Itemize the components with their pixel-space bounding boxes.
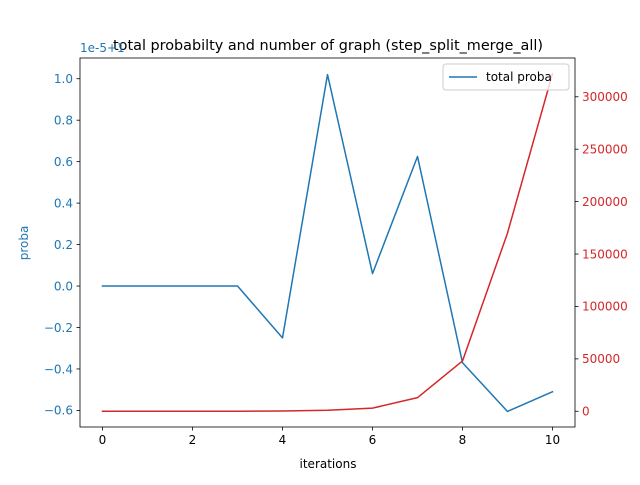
series-line-0: [101, 73, 554, 413]
y-right-tick-label: 250000: [582, 143, 628, 157]
x-axis-label: iterations: [300, 457, 357, 471]
y-left-tick-label: 1.0: [54, 72, 73, 86]
legend-box: [442, 63, 570, 91]
y-left-tick-label: 0.2: [54, 238, 73, 252]
y-left-tick-label: 0.6: [54, 155, 73, 169]
y-left-tick-label: 0.8: [54, 113, 73, 127]
y-left-tick-label: 0.4: [54, 196, 73, 210]
x-tick-label: 8: [459, 433, 467, 447]
y-left-tick-label: −0.4: [44, 362, 73, 376]
y-right-tick-label: 0: [582, 405, 590, 419]
y-right-tick-label: 200000: [582, 195, 628, 209]
series-line-1: [101, 72, 554, 413]
y-left-tick-label: −0.2: [44, 321, 73, 335]
x-tick-label: 6: [369, 433, 377, 447]
chart-title: total probabilty and number of graph (st…: [113, 38, 543, 54]
legend-label: total proba: [486, 70, 552, 84]
y-right-tick-label: 100000: [582, 300, 628, 314]
x-tick-label: 0: [99, 433, 107, 447]
y-right-tick-label: 150000: [582, 247, 628, 261]
y-left-tick-label: −0.6: [44, 404, 73, 418]
y-left-tick-label: 0.0: [54, 279, 73, 293]
x-tick-label: 2: [189, 433, 197, 447]
x-tick-label: 4: [279, 433, 287, 447]
x-tick-label: 10: [545, 433, 560, 447]
y-axis-label-left: proba: [17, 226, 31, 261]
legend: total proba: [442, 63, 570, 91]
y-axis-offset-text: 1e-5+1: [80, 41, 125, 55]
y-right-tick-label: 300000: [582, 90, 628, 104]
y-right-tick-label: 50000: [582, 352, 620, 366]
plot-frame: [79, 57, 576, 428]
